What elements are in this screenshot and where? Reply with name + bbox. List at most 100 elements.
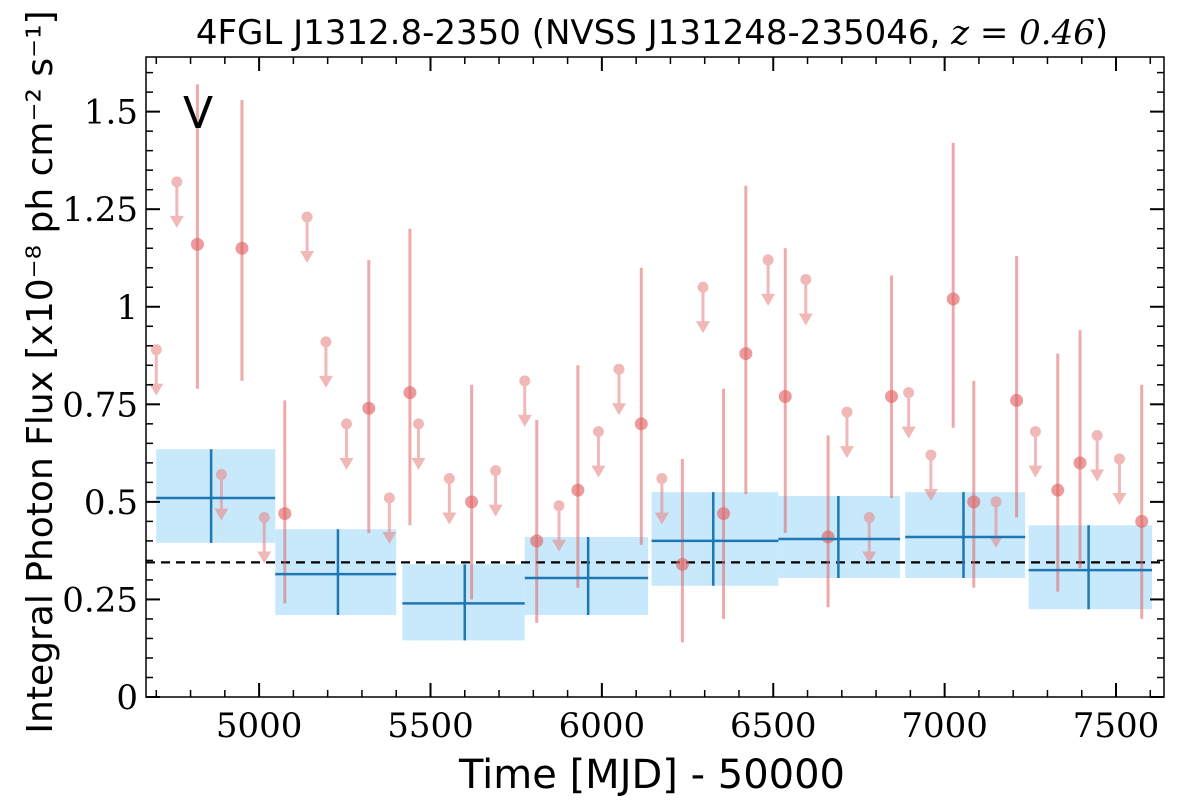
upper-limit-arrow bbox=[989, 535, 1004, 548]
y-tick-label: 1.5 bbox=[84, 93, 138, 133]
upper-limit-point bbox=[1091, 430, 1103, 442]
upper-limits-series bbox=[149, 176, 1127, 564]
detection-point bbox=[1135, 514, 1149, 528]
upper-limit-point bbox=[800, 273, 812, 285]
y-tick-label: 0.25 bbox=[62, 580, 138, 620]
binned-bands bbox=[156, 449, 1153, 641]
detection bbox=[190, 84, 204, 389]
y-tick-label: 0.5 bbox=[84, 483, 138, 523]
detection bbox=[717, 388, 731, 619]
y-tick-label: 1 bbox=[116, 288, 138, 328]
upper-limit-point bbox=[613, 363, 625, 375]
upper-limit bbox=[761, 254, 776, 306]
upper-limit-arrow bbox=[695, 321, 710, 334]
detection bbox=[946, 142, 960, 428]
upper-limit bbox=[382, 492, 397, 544]
upper-limit bbox=[839, 406, 854, 459]
upper-limit-arrow bbox=[552, 539, 567, 552]
y-axis: 0 0.25 0.5 0.75 1 1.25 1.5 bbox=[62, 71, 1164, 718]
upper-limit bbox=[989, 496, 1004, 548]
upper-limit-arrow bbox=[300, 251, 315, 263]
upper-limit bbox=[442, 472, 457, 525]
detection bbox=[967, 380, 981, 588]
detection bbox=[1051, 353, 1065, 592]
detection bbox=[778, 248, 792, 534]
upper-limit-arrow bbox=[257, 551, 272, 564]
upper-limit-point bbox=[656, 472, 668, 484]
upper-limit-point bbox=[341, 418, 353, 430]
upper-limit-point bbox=[258, 511, 270, 523]
upper-limit-point bbox=[592, 426, 604, 438]
binned-band bbox=[156, 449, 276, 543]
upper-limit-point bbox=[301, 211, 313, 223]
detection-point bbox=[403, 386, 417, 400]
upper-limit-arrow bbox=[442, 512, 457, 525]
x-tick-label: 5500 bbox=[387, 706, 474, 746]
upper-limit bbox=[257, 511, 272, 564]
binned-point bbox=[156, 449, 276, 543]
upper-limit-arrow bbox=[612, 403, 627, 416]
detection bbox=[571, 365, 585, 588]
upper-limit bbox=[149, 344, 164, 396]
detection-point bbox=[946, 292, 960, 306]
upper-limit-point bbox=[150, 344, 162, 356]
detection bbox=[634, 267, 648, 545]
detection-point bbox=[235, 241, 249, 255]
upper-limit bbox=[612, 363, 627, 416]
detection bbox=[885, 275, 899, 498]
detection bbox=[362, 259, 376, 534]
upper-limit-point bbox=[841, 406, 853, 418]
upper-limit bbox=[318, 336, 333, 388]
upper-limit-arrow bbox=[654, 512, 669, 525]
upper-limit-arrow bbox=[1090, 469, 1105, 482]
upper-limit-arrow bbox=[382, 531, 397, 544]
upper-limit-arrow bbox=[149, 383, 164, 396]
upper-limit-point bbox=[383, 492, 395, 504]
upper-limit-arrow bbox=[214, 508, 229, 521]
upper-limit-point bbox=[320, 336, 332, 348]
upper-limit-point bbox=[697, 281, 709, 293]
chart-title-math: z = 0.46 bbox=[950, 13, 1095, 53]
detection-point bbox=[821, 530, 835, 544]
detection bbox=[1135, 384, 1149, 619]
binned-point bbox=[1028, 525, 1153, 610]
upper-limit bbox=[300, 211, 315, 263]
upper-limit-arrow bbox=[761, 293, 776, 306]
upper-limit bbox=[517, 375, 532, 427]
detection bbox=[821, 435, 835, 608]
upper-limit bbox=[695, 281, 710, 334]
detection-point bbox=[739, 347, 753, 361]
upper-limit-point bbox=[925, 449, 937, 461]
upper-limit-arrow bbox=[1028, 465, 1043, 478]
binned-band bbox=[524, 537, 649, 616]
upper-limit-point bbox=[990, 496, 1002, 508]
upper-limit-arrow bbox=[839, 446, 854, 459]
detection-point bbox=[717, 507, 731, 521]
detection-point bbox=[190, 237, 204, 251]
detection bbox=[1010, 256, 1024, 518]
detection bbox=[465, 384, 479, 600]
detection-point bbox=[362, 401, 376, 415]
upper-limit-point bbox=[863, 511, 875, 523]
x-tick-label: 6000 bbox=[559, 706, 646, 746]
upper-limit-arrow bbox=[798, 313, 813, 326]
upper-limit bbox=[488, 465, 503, 517]
annotation-label: V bbox=[183, 88, 213, 139]
upper-limit bbox=[1112, 453, 1127, 505]
upper-limit-point bbox=[553, 500, 565, 512]
upper-limit-point bbox=[1113, 453, 1125, 465]
chart-title-prefix: 4FGL J1312.8-2350 (NVSS J131248-235046, bbox=[196, 13, 951, 53]
detection-point bbox=[278, 507, 292, 521]
chart-title: 4FGL J1312.8-2350 (NVSS J131248-235046, … bbox=[196, 13, 1108, 53]
detection-point bbox=[778, 390, 792, 404]
upper-limit bbox=[552, 500, 567, 552]
binned-series bbox=[156, 449, 1153, 641]
upper-limit bbox=[1090, 430, 1105, 482]
x-axis-label: Time [MJD] - 50000 bbox=[458, 752, 845, 798]
detection-point bbox=[465, 495, 479, 509]
upper-limit-arrow bbox=[339, 457, 354, 470]
upper-limit bbox=[591, 426, 606, 478]
detection-point bbox=[1010, 393, 1024, 407]
